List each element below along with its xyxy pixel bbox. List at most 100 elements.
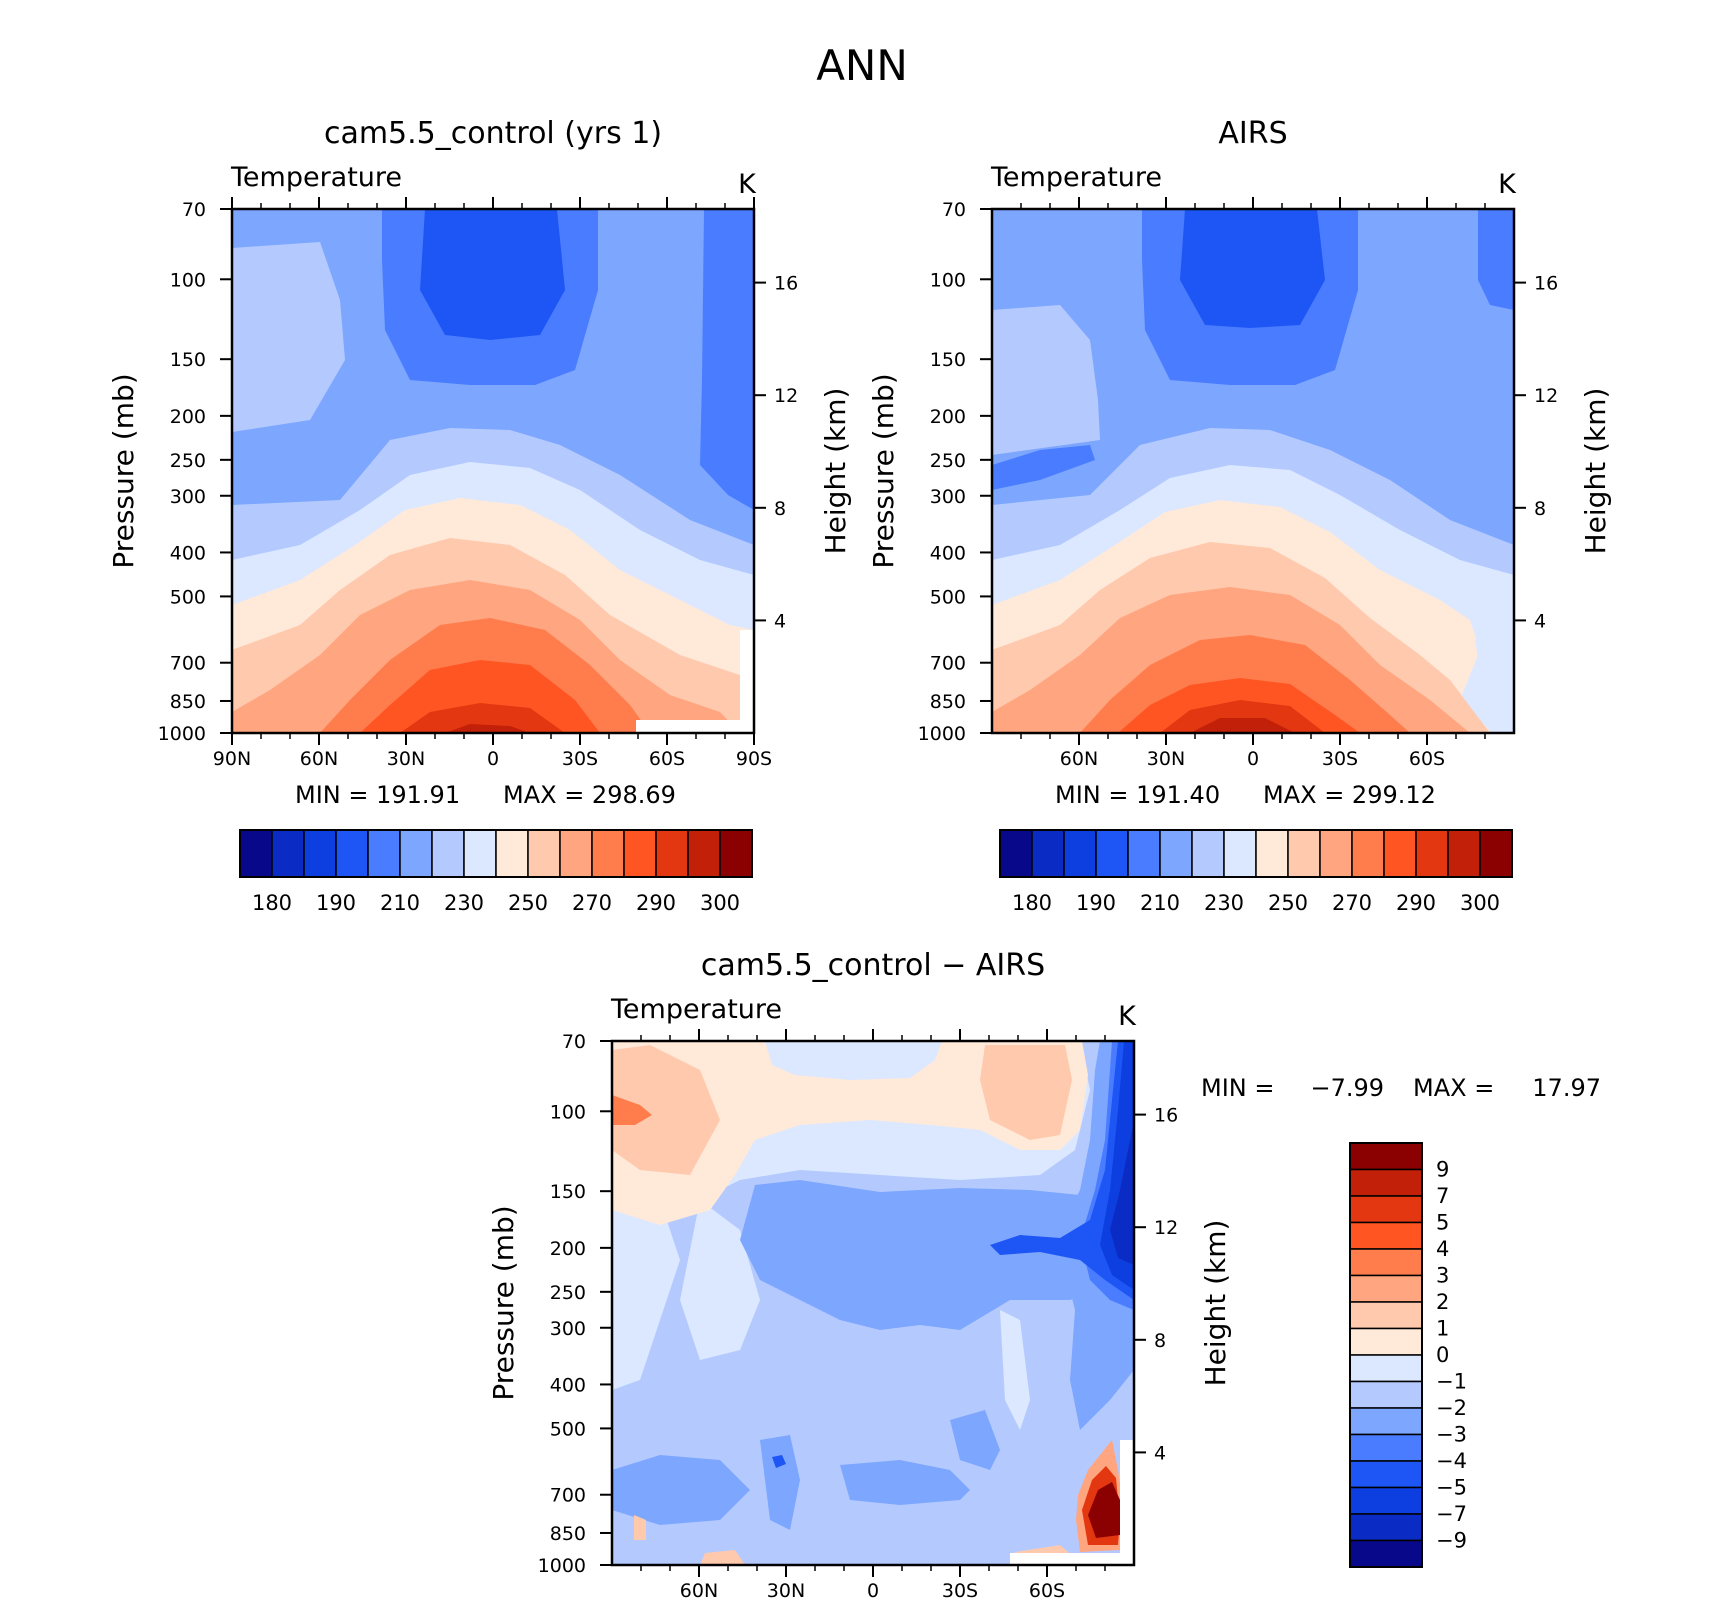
y-tick-label: 300 <box>930 486 966 508</box>
colorbar-box <box>271 829 305 878</box>
x-tick-label: 60N <box>680 1580 718 1602</box>
colorbar-box <box>1287 829 1321 878</box>
contour-band <box>840 1460 970 1505</box>
colorbar-label: 300 <box>1460 891 1500 915</box>
y-tick-label: 200 <box>550 1238 586 1260</box>
contour-band <box>990 1041 1134 1300</box>
panel-diff: cam5.5_control − AIRS Temperature K <box>487 948 1601 1602</box>
panel-obs-min: MIN = 191.40 <box>1055 781 1220 809</box>
contour-band <box>760 1435 800 1530</box>
missing-data <box>1120 1440 1134 1565</box>
x-tick-label: 0 <box>1247 748 1259 770</box>
x-tick-label: 30N <box>767 1580 805 1602</box>
contour-band <box>992 445 1095 490</box>
height-tick-label: 16 <box>1154 1105 1178 1127</box>
y-tick-label: 100 <box>930 269 966 291</box>
panel-obs-subtitle: Temperature <box>990 162 1162 193</box>
colorbar-box <box>1349 1142 1423 1171</box>
colorbar-label: −1 <box>1436 1370 1467 1394</box>
panel-model-subtitle: Temperature <box>230 162 402 193</box>
colorbar-label: 250 <box>1268 891 1308 915</box>
x-tick-label: 0 <box>867 1580 879 1602</box>
panel-obs-max: MAX = 299.12 <box>1263 781 1436 809</box>
colorbar-box <box>1479 829 1513 878</box>
panel-obs-ylabel-right: Height (km) <box>1579 388 1612 555</box>
panel-diff-min-value: −7.99 <box>1310 1074 1384 1102</box>
colorbar-box <box>1349 1433 1423 1462</box>
colorbar-label: 1 <box>1436 1317 1449 1341</box>
colorbar-label: 270 <box>572 891 612 915</box>
contour-band <box>420 209 565 340</box>
colorbar-box <box>367 829 401 878</box>
panel-model-title: cam5.5_control (yrs 1) <box>324 116 662 151</box>
panel-diff-field <box>612 1041 1134 1565</box>
x-tick-label: 90S <box>736 748 772 770</box>
colorbar-box <box>1349 1380 1423 1409</box>
y-tick-label: 250 <box>550 1282 586 1304</box>
height-tick-label: 8 <box>1154 1330 1166 1352</box>
colorbar-box <box>1223 829 1257 878</box>
y-tick-label: 100 <box>550 1101 586 1123</box>
colorbar-label: −3 <box>1436 1423 1467 1447</box>
contour-band <box>740 1180 1110 1330</box>
colorbar-box <box>1191 829 1225 878</box>
y-tick-label: 300 <box>550 1318 586 1340</box>
colorbar-box <box>1255 829 1289 878</box>
colorbar-box <box>1349 1248 1423 1277</box>
height-tick-label: 8 <box>1534 498 1546 520</box>
x-tick-label: 0 <box>487 748 499 770</box>
y-tick-label: 150 <box>170 349 206 371</box>
contour-band <box>612 1045 720 1175</box>
height-tick-label: 12 <box>1534 385 1558 407</box>
height-tick-label: 4 <box>774 610 786 632</box>
contour-band <box>612 1200 680 1390</box>
colorbar-label: 190 <box>1076 891 1116 915</box>
panel-diff-max-value: 17.97 <box>1532 1074 1601 1102</box>
colorbar-label: 190 <box>316 891 356 915</box>
panel-diff-units: K <box>1118 1001 1137 1032</box>
panel-model-ylabel-right: Height (km) <box>819 388 852 555</box>
contour-band <box>612 1041 1088 1225</box>
panel-model-max: MAX = 298.69 <box>503 781 676 809</box>
colorbar-box <box>1383 829 1417 878</box>
panel-diff-colorbar: 97 54 32 10 −1−2 −3−4 −5−7 −9 <box>1349 1142 1467 1568</box>
colorbar-box <box>431 829 465 878</box>
colorbar-box <box>1319 829 1353 878</box>
colorbar-box <box>1349 1327 1423 1356</box>
colorbar-box <box>559 829 593 878</box>
colorbar-label: 4 <box>1436 1237 1449 1261</box>
y-tick-label: 70 <box>942 199 966 221</box>
y-tick-label: 100 <box>170 269 206 291</box>
missing-data <box>636 720 754 733</box>
colorbar-label: 210 <box>380 891 420 915</box>
colorbar-box <box>1349 1407 1423 1436</box>
panel-obs-ylabel: Pressure (mb) <box>867 373 900 568</box>
colorbar-label: 250 <box>508 891 548 915</box>
y-tick-label: 850 <box>550 1523 586 1545</box>
height-tick-label: 12 <box>774 385 798 407</box>
colorbar-box <box>1349 1221 1423 1250</box>
y-tick-label: 400 <box>930 542 966 564</box>
contour-band <box>700 1550 745 1565</box>
colorbar-box <box>335 829 369 878</box>
y-tick-label: 250 <box>170 450 206 472</box>
y-tick-label: 150 <box>930 349 966 371</box>
y-tick-label: 700 <box>550 1485 586 1507</box>
x-tick-label: 60N <box>300 748 338 770</box>
y-tick-label: 1000 <box>918 723 966 745</box>
colorbar-label: 2 <box>1436 1290 1449 1314</box>
y-tick-label: 300 <box>170 486 206 508</box>
panel-diff-max-label: MAX = <box>1413 1074 1494 1102</box>
x-tick-label: 30S <box>1322 748 1358 770</box>
y-tick-label: 500 <box>170 586 206 608</box>
panel-model-colorbar: 180 190 210 230 250 270 290 300 <box>239 829 753 915</box>
panel-obs-axes: 60N 30N 0 30S 60S 70 100 150 200 250 300 400 500 700 8… <box>918 197 1558 770</box>
colorbar-label: 290 <box>636 891 676 915</box>
colorbar-box <box>655 829 689 878</box>
x-tick-label: 60S <box>1029 1580 1065 1602</box>
height-tick-label: 4 <box>1534 610 1546 632</box>
contour-band <box>612 1455 750 1525</box>
x-tick-label: 60S <box>649 748 685 770</box>
x-tick-label: 30S <box>942 1580 978 1602</box>
colorbar-label: −7 <box>1436 1502 1467 1526</box>
